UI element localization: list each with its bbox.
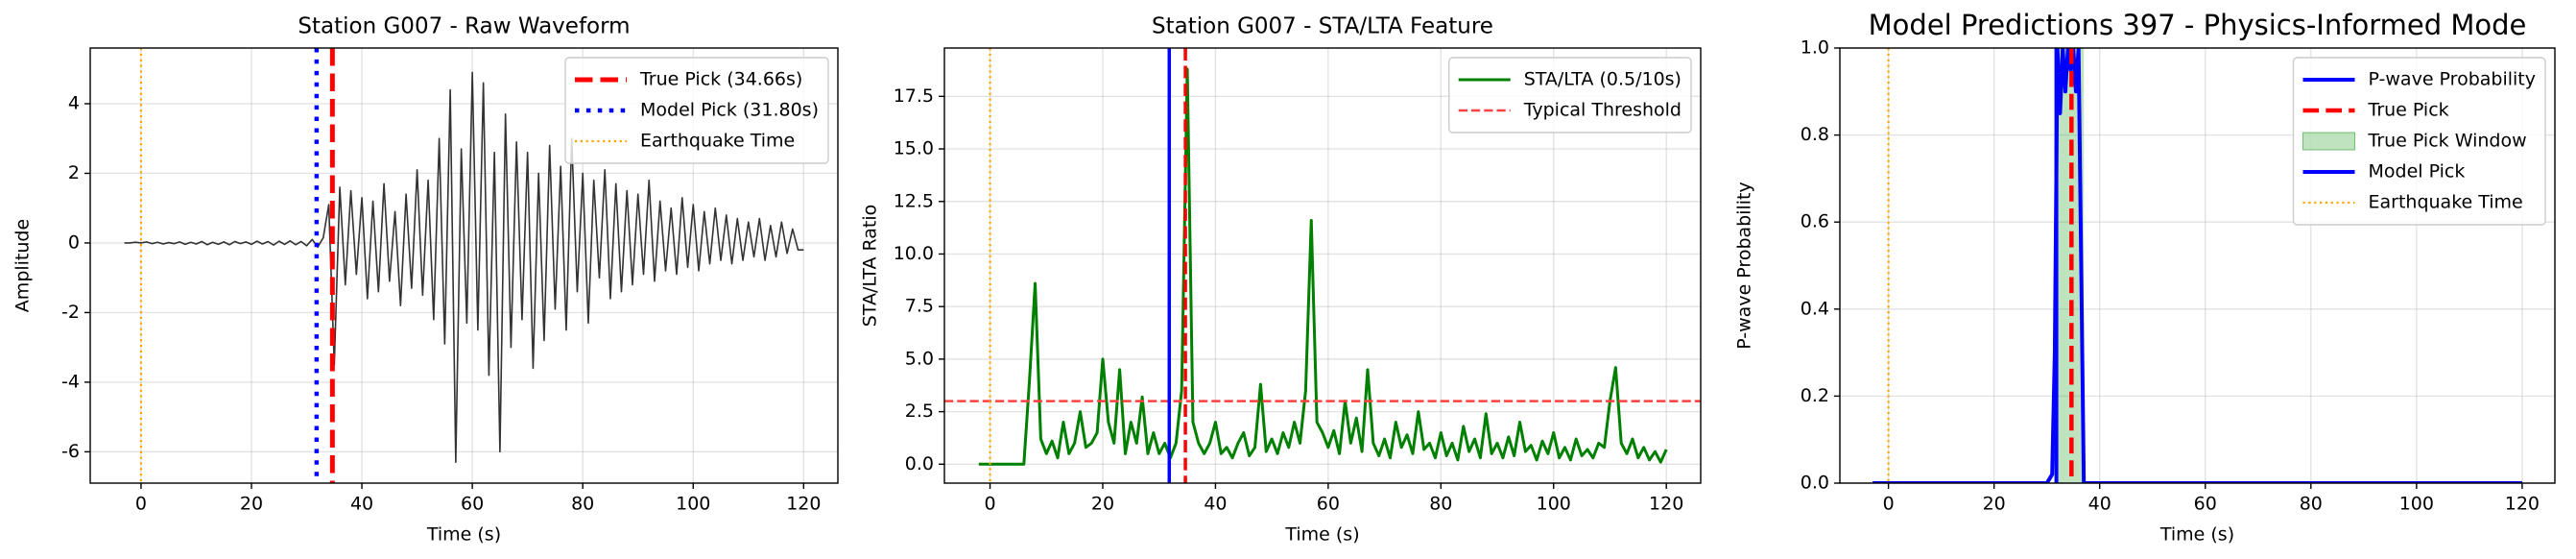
legend: STA/LTA (0.5/10s) Typical Threshold bbox=[1448, 57, 1692, 134]
x-tick-label: 40 bbox=[350, 494, 373, 515]
x-tick-label: 40 bbox=[1204, 494, 1227, 515]
chart-panel: 0 20 40 60 80 100 120 0.0 0.2 0.4 0.6 0.8 1.0 Model P… bbox=[1734, 9, 2556, 546]
chart-panel: 0 20 40 60 80 100 120 -6 -4 -2 0 2 4 Station G007 - R… bbox=[12, 14, 839, 546]
x-tick-label: 20 bbox=[1091, 494, 1114, 515]
y-tick-label: 15.0 bbox=[894, 138, 934, 159]
plot-area bbox=[1872, 48, 2522, 483]
x-tick-label: 60 bbox=[1317, 494, 1340, 515]
x-tick-label: 20 bbox=[1983, 494, 2006, 515]
plot-area bbox=[124, 48, 804, 483]
x-tick-label: 80 bbox=[571, 494, 594, 515]
y-tick-label: 1.0 bbox=[1801, 37, 1829, 59]
y-tick-label: 0.0 bbox=[905, 453, 934, 474]
x-tick-label: 0 bbox=[135, 494, 147, 515]
legend: True Pick (34.66s) Model Pick (31.80s) Ear… bbox=[564, 57, 829, 164]
y-tick-label: -6 bbox=[61, 441, 80, 462]
y-tick-label: 7.5 bbox=[905, 296, 934, 317]
x-tick-label: 20 bbox=[240, 494, 263, 515]
legend: P-wave Probability True Pick True Pick Win… bbox=[2292, 57, 2546, 226]
x-tick-label: 120 bbox=[1649, 494, 1683, 515]
axes-frame bbox=[1839, 47, 2556, 484]
x-axis-label: Time (s) bbox=[1284, 524, 1359, 546]
y-tick-label: -4 bbox=[61, 371, 80, 392]
legend-label: Earthquake Time bbox=[640, 131, 795, 152]
y-tick-label: 0.4 bbox=[1801, 298, 1829, 319]
y-tick-label: 0.0 bbox=[1801, 473, 1829, 494]
legend-label: Model Pick bbox=[2369, 161, 2466, 182]
legend-label: True Pick (34.66s) bbox=[639, 69, 802, 90]
legend-label: True Pick bbox=[2368, 100, 2449, 121]
x-tick-label: 100 bbox=[2399, 494, 2434, 515]
x-tick-label: 100 bbox=[676, 494, 710, 515]
series-line bbox=[124, 71, 804, 464]
y-tick-label: 0.6 bbox=[1801, 211, 1829, 232]
legend-label: Model Pick (31.80s) bbox=[640, 100, 819, 121]
legend-box bbox=[1448, 57, 1692, 134]
axes-frame bbox=[943, 47, 1702, 484]
x-tick-label: 120 bbox=[786, 494, 821, 515]
y-tick-label: 0.2 bbox=[1801, 385, 1829, 406]
x-tick-label: 60 bbox=[461, 494, 484, 515]
y-axis-label: STA/LTA Ratio bbox=[860, 205, 881, 328]
legend-box bbox=[2292, 57, 2546, 226]
axes-frame bbox=[89, 47, 839, 484]
y-axis-label: P-wave Probability bbox=[1734, 182, 1755, 350]
chart-title: Station G007 - Raw Waveform bbox=[298, 14, 630, 39]
x-tick-label: 80 bbox=[2300, 494, 2323, 515]
legend-label: STA/LTA (0.5/10s) bbox=[1524, 69, 1682, 90]
x-tick-label: 0 bbox=[985, 494, 996, 515]
y-tick-label: 10.0 bbox=[894, 243, 934, 264]
x-tick-label: 80 bbox=[1429, 494, 1452, 515]
y-tick-label: 17.5 bbox=[894, 85, 934, 107]
y-tick-label: 0.8 bbox=[1801, 124, 1829, 145]
x-tick-label: 40 bbox=[2088, 494, 2111, 515]
chart-panel: 0 20 40 60 80 100 120 0.0 2.5 5.0 7.5 10.0 12.5 15.0 1… bbox=[860, 14, 1702, 546]
x-tick-label: 120 bbox=[2505, 494, 2540, 515]
plot-area bbox=[944, 48, 1701, 483]
legend-swatch bbox=[2302, 132, 2355, 151]
legend-box bbox=[564, 57, 829, 164]
legend-label: P-wave Probability bbox=[2369, 69, 2537, 90]
y-tick-label: 5.0 bbox=[905, 348, 934, 369]
y-tick-label: 2 bbox=[68, 162, 80, 183]
x-tick-label: 0 bbox=[1883, 494, 1895, 515]
x-tick-label: 60 bbox=[2194, 494, 2217, 515]
x-tick-label: 100 bbox=[1537, 494, 1571, 515]
series-line bbox=[1872, 48, 2522, 483]
legend-label: True Pick Window bbox=[2368, 131, 2527, 152]
chart-title: Model Predictions 397 - Physics-Informed… bbox=[1869, 9, 2527, 41]
y-tick-label: -2 bbox=[61, 302, 80, 323]
series-line bbox=[978, 67, 1668, 466]
y-tick-label: 4 bbox=[68, 92, 80, 113]
x-axis-label: Time (s) bbox=[2159, 524, 2234, 546]
y-tick-label: 0 bbox=[68, 231, 80, 253]
y-axis-label: Amplitude bbox=[12, 219, 34, 312]
legend-label: Earthquake Time bbox=[2369, 192, 2523, 213]
x-axis-label: Time (s) bbox=[426, 524, 501, 546]
y-tick-label: 12.5 bbox=[894, 190, 934, 211]
y-tick-label: 2.5 bbox=[905, 401, 934, 422]
chart-title: Station G007 - STA/LTA Feature bbox=[1152, 14, 1493, 39]
legend-label: Typical Threshold bbox=[1523, 100, 1682, 121]
